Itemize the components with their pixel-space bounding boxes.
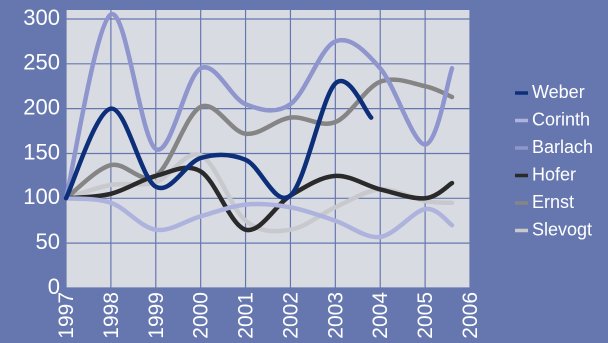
legend-item-slevogt: Slevogt [515, 219, 592, 239]
y-tick-label: 300 [23, 5, 60, 30]
legend-item-ernst: Ernst [515, 192, 574, 212]
legend-label: Slevogt [532, 219, 592, 239]
x-tick-label: 2002 [279, 292, 302, 339]
legend-item-weber: Weber [515, 82, 585, 102]
x-axis-ticks: 1997 1998 1999 2000 2001 2002 2003 2004 2005 2006 [55, 292, 482, 339]
y-tick-label: 100 [23, 184, 60, 209]
x-tick-label: 1998 [100, 292, 123, 339]
series-line-ernst [63, 77, 455, 201]
legend-item-hofer: Hofer [515, 164, 576, 184]
series-line-hofer [63, 165, 455, 233]
y-tick-label: 250 [23, 50, 60, 75]
series-line-barlach [63, 12, 455, 201]
series-line-corinth [63, 196, 455, 240]
legend-label: Weber [532, 82, 585, 102]
series-lines [63, 12, 455, 240]
x-tick-label: 2006 [459, 292, 482, 339]
legend: Weber Corinth Barlach Hofer Ernst Slevogt [515, 82, 593, 239]
legend-label: Hofer [532, 164, 576, 184]
x-tick-label: 1997 [55, 292, 78, 339]
y-tick-label: 50 [36, 229, 60, 254]
x-tick-label: 2001 [235, 292, 258, 339]
x-tick-label: 2005 [414, 292, 437, 339]
legend-item-barlach: Barlach [515, 137, 593, 157]
y-tick-label: 150 [23, 139, 60, 164]
legend-label: Ernst [532, 192, 574, 212]
x-tick-label: 2000 [190, 292, 213, 339]
y-tick-label: 200 [23, 94, 60, 119]
y-axis-ticks: 0 50 100 150 200 250 300 [23, 5, 60, 299]
x-tick-label: 2003 [324, 292, 347, 339]
x-tick-label: 2004 [369, 292, 392, 339]
series-line-weber [63, 78, 374, 201]
legend-item-corinth: Corinth [515, 109, 590, 129]
legend-label: Barlach [532, 137, 593, 157]
legend-label: Corinth [532, 109, 590, 129]
x-tick-label: 1999 [145, 292, 168, 339]
y-tick-label: 0 [48, 274, 60, 299]
